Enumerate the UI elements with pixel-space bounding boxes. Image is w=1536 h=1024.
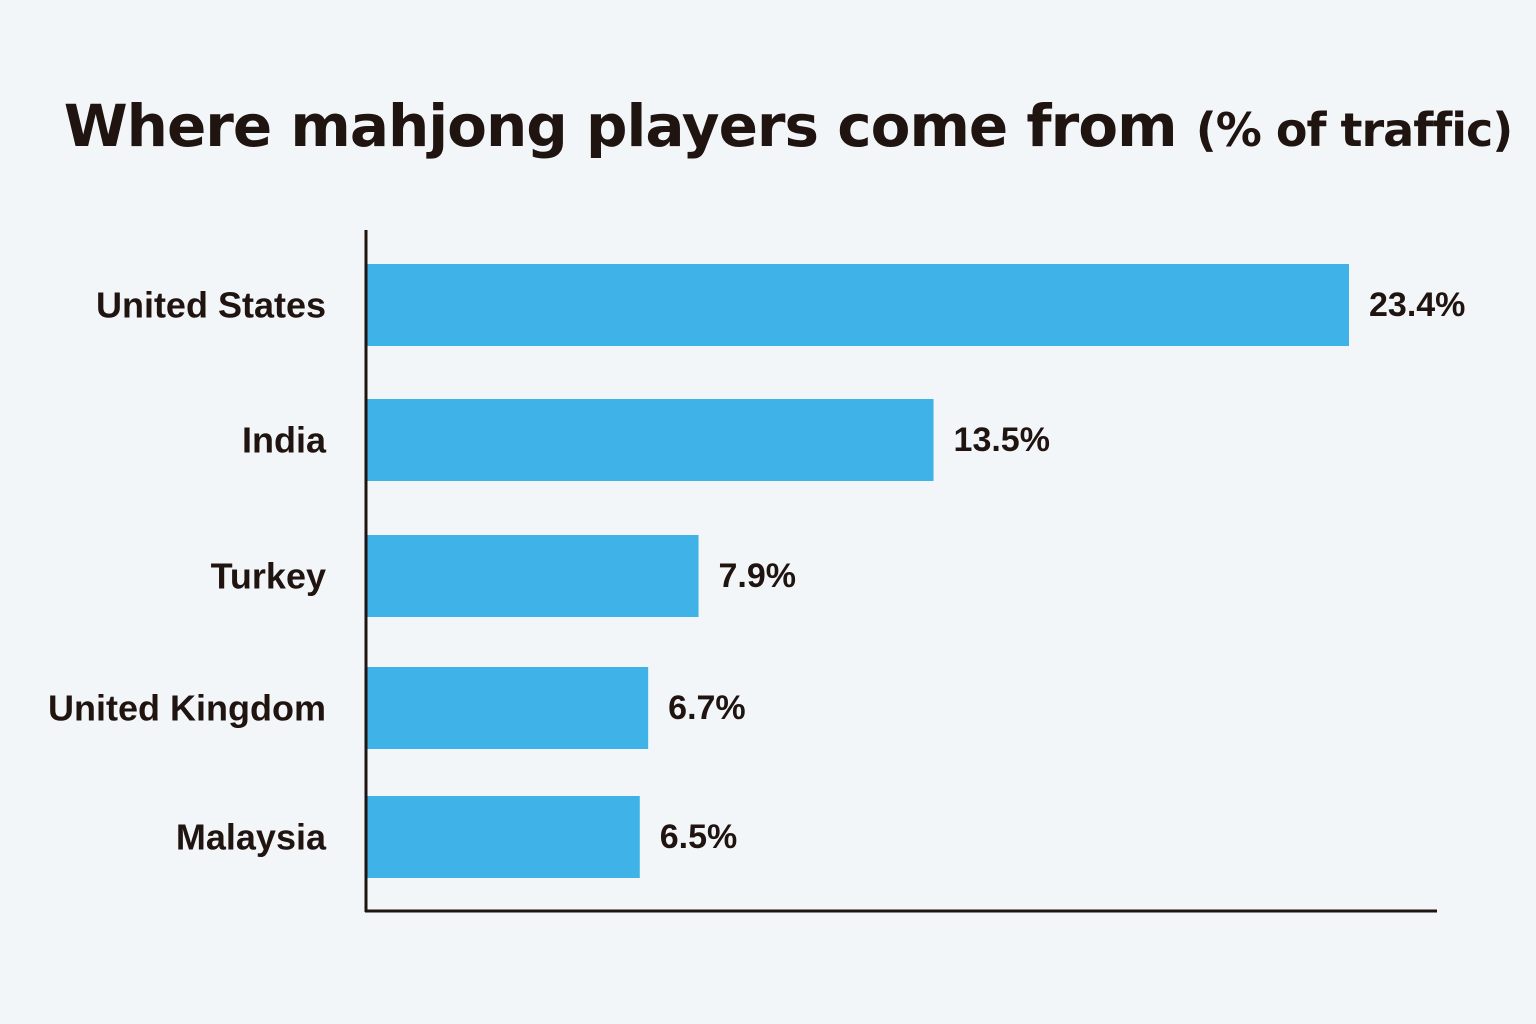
bars-layer [367, 264, 1349, 878]
chart-title-suffix: (% of traffic) [1195, 103, 1514, 157]
value-label: 6.7% [668, 689, 746, 727]
chart-title: Where mahjong players come from (% of tr… [0, 92, 1536, 160]
bar-turkey [367, 535, 699, 617]
value-label: 23.4% [1369, 286, 1465, 324]
bar-united-states [367, 264, 1349, 346]
category-label: Malaysia [176, 817, 327, 858]
value-label: 6.5% [660, 818, 738, 856]
category-label: Turkey [211, 556, 326, 597]
labels-layer: United States 23.4% India 13.5% Turkey 7.9% Un… [48, 285, 1465, 858]
value-label: 13.5% [954, 421, 1050, 459]
category-label: India [242, 420, 327, 461]
bar-india [367, 399, 934, 481]
chart-title-main: Where mahjong players come from [63, 92, 1178, 160]
bar-united-kingdom [367, 667, 649, 749]
category-label: United States [96, 285, 326, 326]
bar-malaysia [367, 796, 640, 878]
value-label: 7.9% [719, 557, 797, 595]
category-label: United Kingdom [48, 688, 326, 729]
